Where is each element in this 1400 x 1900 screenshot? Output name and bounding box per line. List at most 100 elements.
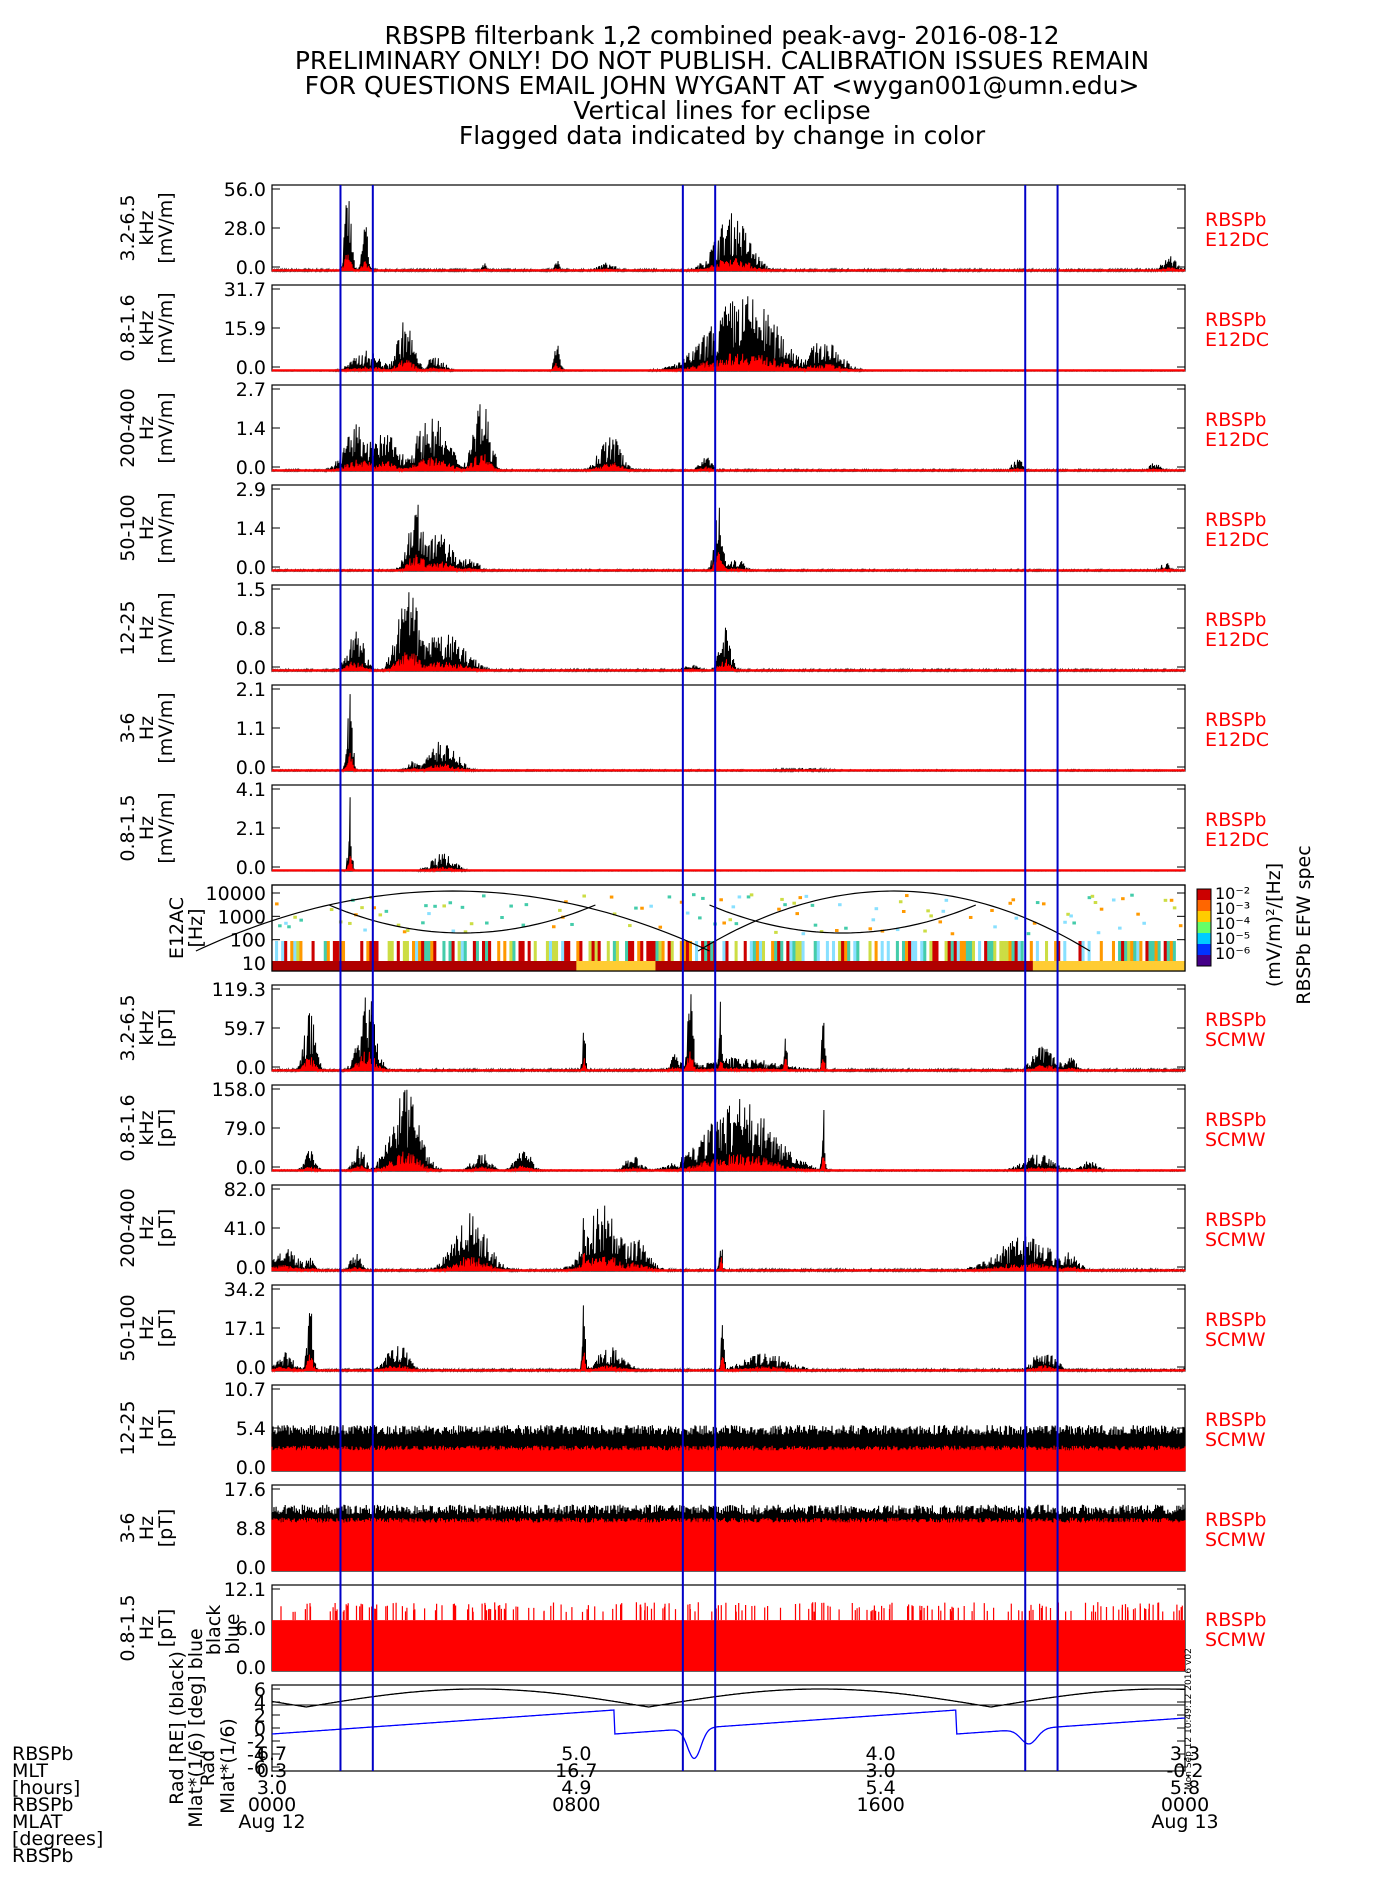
spec-cell bbox=[828, 961, 833, 971]
spec-cell bbox=[1090, 961, 1095, 971]
spec-cell bbox=[387, 941, 392, 961]
spec-cell bbox=[880, 961, 885, 971]
colorbar-label: 10⁻⁴ bbox=[1215, 914, 1250, 933]
instrument-label: RBSPb bbox=[1205, 1209, 1266, 1231]
instrument-label: RBSPb bbox=[1205, 709, 1266, 731]
spec-cell bbox=[335, 941, 340, 961]
spec-cell bbox=[481, 961, 486, 971]
spec-cell bbox=[774, 941, 778, 961]
spec-cell bbox=[360, 941, 364, 961]
spec-cell bbox=[396, 941, 401, 961]
spec-cell bbox=[609, 941, 614, 961]
spec-cell bbox=[1087, 961, 1092, 971]
y-axis-label: [pT] bbox=[155, 1609, 177, 1648]
spec-cell bbox=[1075, 961, 1079, 971]
spec-cell bbox=[424, 941, 428, 961]
spec-cell bbox=[804, 941, 809, 961]
y-tick-label: 1.4 bbox=[236, 418, 266, 440]
spec-cell bbox=[1154, 961, 1159, 971]
spec-cell bbox=[698, 961, 702, 971]
avg-series bbox=[271, 1445, 1186, 1472]
spec-cell bbox=[905, 961, 909, 971]
spec-cell bbox=[615, 961, 620, 971]
spec-cell bbox=[981, 941, 985, 961]
y-axis-label: Hz bbox=[136, 616, 158, 640]
spec-cell bbox=[469, 961, 474, 971]
spec-cell bbox=[917, 941, 921, 961]
spec-cell bbox=[320, 941, 325, 961]
spec-cell bbox=[558, 961, 562, 971]
spec-cell bbox=[1136, 961, 1140, 971]
spec-cell bbox=[278, 941, 282, 961]
spec-cell bbox=[783, 903, 787, 907]
spec-cell bbox=[363, 941, 367, 961]
spec-cell bbox=[746, 941, 751, 961]
spec-cell bbox=[901, 961, 906, 971]
spec-cell bbox=[582, 961, 586, 971]
y-tick-label: 0.0 bbox=[236, 1057, 266, 1079]
spec-cell bbox=[898, 961, 903, 971]
spec-cell bbox=[296, 961, 300, 971]
spec-cell bbox=[835, 961, 839, 971]
spec-cell bbox=[1099, 961, 1104, 971]
cyclotron-curve bbox=[195, 890, 710, 952]
spec-cell bbox=[594, 941, 599, 961]
spec-cell bbox=[1090, 941, 1095, 961]
spec-cell bbox=[1060, 941, 1064, 961]
eclipse-lines bbox=[339, 185, 1059, 1771]
y-tick-label: 6.0 bbox=[236, 1618, 266, 1640]
spec-cell bbox=[1063, 961, 1067, 971]
title-line-5: Flagged data indicated by change in colo… bbox=[459, 121, 986, 150]
spec-cell bbox=[1008, 901, 1013, 905]
spec-cell bbox=[488, 961, 492, 971]
spec-cell bbox=[956, 941, 961, 961]
spec-cell bbox=[667, 941, 672, 961]
spec-cell bbox=[999, 941, 1003, 961]
spec-cell bbox=[822, 961, 827, 971]
colorbar-name: RBSPb EFW spec bbox=[1293, 845, 1315, 1004]
spec-cell bbox=[1051, 961, 1055, 971]
spec-cell bbox=[1154, 941, 1159, 961]
spec-cell bbox=[427, 912, 431, 916]
spec-cell bbox=[862, 941, 866, 961]
color-key-label: black bbox=[203, 1605, 225, 1655]
spec-cell bbox=[634, 961, 638, 971]
spec-cell bbox=[1005, 941, 1009, 961]
spec-cell bbox=[1045, 961, 1049, 971]
spec-cell bbox=[582, 894, 586, 898]
y-tick-label: 0.8 bbox=[236, 618, 266, 640]
spec-cell bbox=[780, 897, 784, 901]
spec-cell bbox=[1175, 941, 1180, 961]
y-axis-label: kHz bbox=[136, 1010, 158, 1045]
y-axis-label: Hz bbox=[136, 1516, 158, 1540]
spec-cell bbox=[418, 961, 422, 971]
spec-cell bbox=[591, 941, 596, 961]
spec-cell bbox=[524, 961, 529, 971]
spec-cell bbox=[938, 920, 943, 924]
spec-cell bbox=[971, 961, 976, 971]
spec-cell bbox=[393, 941, 398, 961]
spec-cell bbox=[768, 961, 772, 971]
spec-cell bbox=[707, 961, 711, 971]
y-tick-label: 0.0 bbox=[236, 857, 266, 879]
y-tick-label: 41.0 bbox=[224, 1218, 266, 1240]
spec-cell bbox=[284, 961, 288, 971]
spec-cell bbox=[1072, 941, 1076, 961]
y-tick-label: 56.0 bbox=[224, 179, 266, 201]
spec-cell bbox=[1063, 941, 1067, 961]
y-axis-label: [mV/m] bbox=[155, 792, 177, 863]
spec-cell bbox=[278, 924, 282, 928]
spec-cell bbox=[451, 929, 456, 933]
spec-cell bbox=[908, 941, 912, 961]
spec-cell bbox=[652, 941, 656, 961]
spec-cell bbox=[941, 961, 946, 971]
spec-cell bbox=[1178, 924, 1183, 928]
spec-cell bbox=[442, 941, 446, 961]
spec-cell bbox=[859, 961, 863, 971]
spec-cell bbox=[1066, 941, 1070, 961]
spec-cell bbox=[345, 961, 349, 971]
axis-column-value: 5.0 bbox=[561, 1743, 591, 1765]
colorbar-segment bbox=[1197, 889, 1211, 900]
